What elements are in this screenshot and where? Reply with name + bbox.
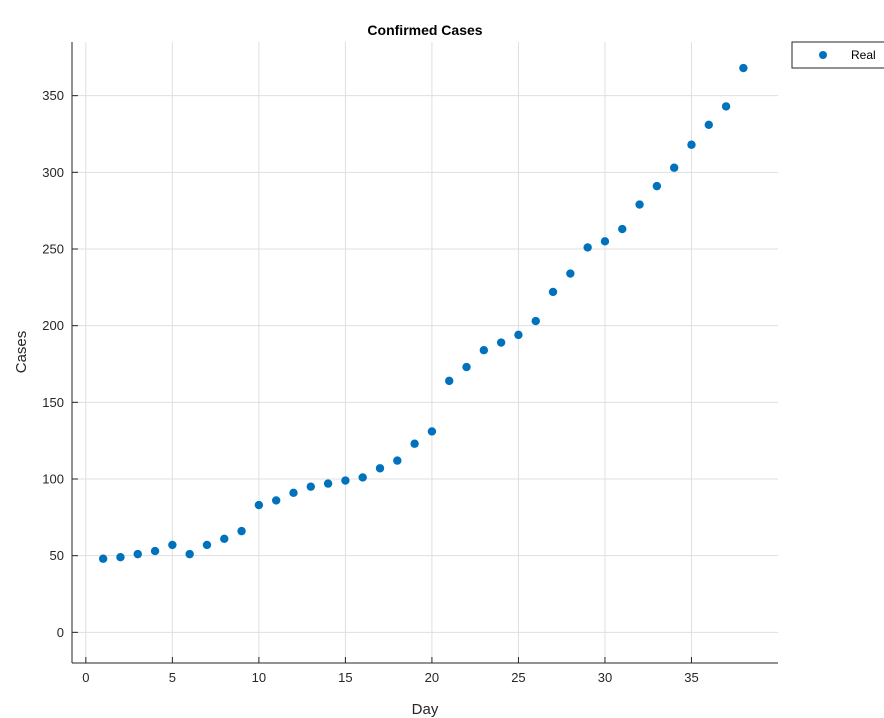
data-point: [548, 287, 558, 297]
data-point: [237, 526, 246, 536]
data-point: [306, 482, 315, 491]
x-tick-label: 35: [684, 670, 698, 685]
data-point: [341, 476, 350, 485]
data-point: [116, 553, 125, 562]
x-tick-label: 10: [252, 670, 266, 685]
x-ticks: 0 5 10 15 20 25 30 35: [82, 657, 699, 685]
data-point: [358, 473, 367, 482]
data-point: [669, 163, 679, 172]
data-point: [635, 200, 644, 209]
data-points: [98, 63, 748, 563]
x-tick-label: 30: [598, 670, 612, 685]
data-point: [566, 269, 575, 278]
grid-lines: [72, 42, 778, 663]
data-point: [393, 456, 402, 465]
data-point: [133, 549, 142, 559]
data-point: [583, 243, 592, 252]
data-point: [600, 237, 610, 246]
x-tick-label: 25: [511, 670, 525, 685]
y-axis-label: Cases: [13, 331, 30, 374]
data-point: [531, 316, 540, 326]
x-axis-label: Day: [412, 701, 439, 718]
data-point: [185, 549, 194, 559]
axes: [71, 42, 778, 664]
data-point: [687, 140, 696, 149]
data-point: [271, 496, 281, 505]
data-point: [427, 427, 437, 436]
legend-marker-real: [819, 51, 827, 59]
legend[interactable]: Real: [791, 41, 884, 69]
x-tick-label: 15: [338, 670, 352, 685]
data-point: [479, 346, 489, 355]
x-tick-label: 0: [82, 670, 89, 685]
x-tick-label: 20: [425, 670, 439, 685]
data-point: [496, 338, 506, 347]
y-tick-label: 150: [42, 395, 64, 410]
y-tick-label: 200: [42, 318, 64, 333]
data-point: [462, 362, 471, 372]
y-tick-label: 50: [50, 548, 64, 563]
data-point: [739, 63, 748, 73]
legend-label-real: Real: [851, 48, 876, 62]
y-ticks: 0 50 100 150 200 250 300 350: [42, 88, 78, 640]
data-point: [168, 540, 177, 550]
y-tick-label: 300: [42, 165, 64, 180]
y-tick-label: 0: [57, 625, 64, 640]
data-point: [652, 181, 662, 191]
data-point: [721, 102, 731, 111]
x-tick-label: 5: [169, 670, 176, 685]
data-point: [618, 224, 627, 234]
data-point: [289, 488, 298, 497]
data-point: [704, 120, 713, 129]
y-tick-label: 100: [42, 472, 64, 487]
data-point: [220, 534, 229, 543]
data-point: [323, 479, 333, 488]
data-point: [150, 546, 160, 556]
data-point: [202, 540, 212, 550]
data-point: [98, 554, 108, 563]
data-point: [514, 330, 523, 340]
data-point: [254, 500, 264, 510]
chart-title: Confirmed Cases: [367, 22, 482, 38]
data-point: [410, 439, 419, 448]
data-point: [445, 376, 454, 386]
data-point: [375, 464, 385, 473]
y-tick-label: 250: [42, 242, 64, 257]
y-tick-label: 350: [42, 88, 64, 103]
legend-box: [791, 41, 884, 69]
